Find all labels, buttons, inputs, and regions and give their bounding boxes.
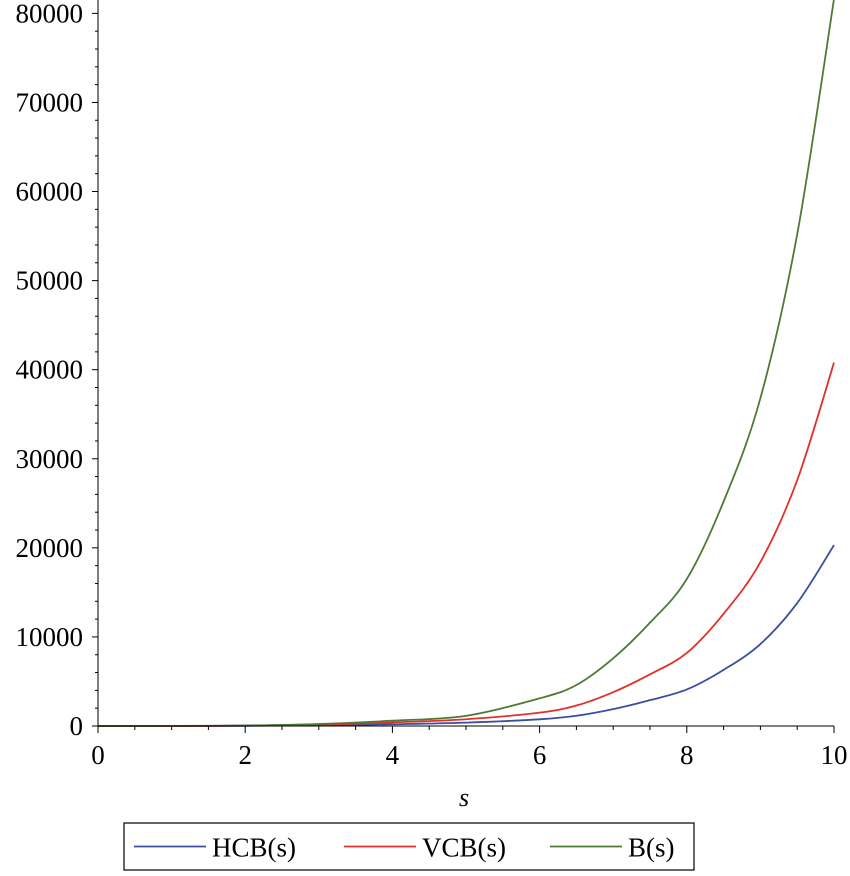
- y-tick-label: 80000: [16, 0, 84, 28]
- y-tick-label: 30000: [16, 444, 84, 474]
- y-tick-label: 40000: [16, 355, 84, 385]
- series-line-hcb-s: [97, 544, 835, 727]
- legend-label: VCB(s): [422, 833, 506, 863]
- x-tick-label: 2: [238, 740, 252, 770]
- y-tick-label: 70000: [16, 87, 84, 117]
- y-tick-label: 10000: [16, 622, 84, 652]
- x-tick-label: 4: [386, 740, 400, 770]
- x-tick-label: 6: [533, 740, 547, 770]
- y-tick-label: 0: [70, 711, 84, 741]
- y-axis: 0 10000 20000 30000 40000 50000 60000 70000 8000…: [16, 0, 99, 741]
- x-axis: 0 2 4 6 8 10: [91, 725, 848, 770]
- y-tick-label: 50000: [16, 266, 84, 296]
- legend-label: HCB(s): [212, 833, 296, 863]
- y-tick-label: 20000: [16, 533, 84, 563]
- y-tick-label: 60000: [16, 177, 84, 207]
- series-line-b-s: [97, 0, 835, 727]
- x-axis-title: s: [459, 783, 469, 812]
- x-tick-label: 10: [821, 740, 848, 770]
- plot-lines: [97, 0, 835, 727]
- series-line-vcb-s: [97, 362, 835, 727]
- x-tick-label: 8: [680, 740, 694, 770]
- legend: HCB(s) VCB(s) B(s): [123, 822, 695, 871]
- legend-label: B(s): [628, 833, 675, 863]
- x-tick-label: 0: [91, 740, 105, 770]
